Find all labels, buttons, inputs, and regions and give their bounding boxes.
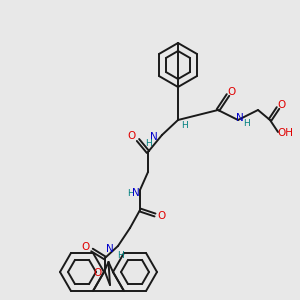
Text: H: H bbox=[182, 121, 188, 130]
Text: O: O bbox=[228, 87, 236, 97]
Text: H: H bbox=[127, 188, 134, 197]
Text: O: O bbox=[278, 100, 286, 110]
Text: N: N bbox=[236, 113, 244, 123]
Text: H: H bbox=[145, 139, 152, 148]
Text: N: N bbox=[132, 188, 140, 198]
Text: OH: OH bbox=[277, 128, 293, 138]
Text: O: O bbox=[94, 268, 102, 278]
Text: O: O bbox=[82, 242, 90, 252]
Text: O: O bbox=[157, 211, 165, 221]
Text: H: H bbox=[243, 119, 249, 128]
Text: O: O bbox=[128, 131, 136, 141]
Text: N: N bbox=[150, 132, 158, 142]
Text: N: N bbox=[106, 244, 114, 254]
Text: H: H bbox=[117, 250, 123, 260]
